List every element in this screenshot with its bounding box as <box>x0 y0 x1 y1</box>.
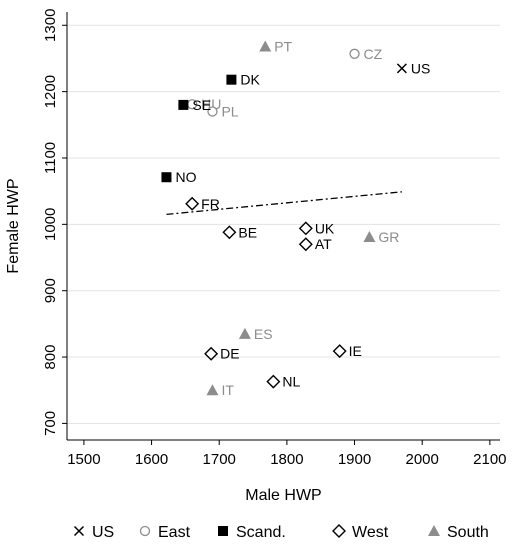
point-label: NO <box>175 169 196 185</box>
y-tick-label: 800 <box>42 345 59 370</box>
point-fr <box>185 196 200 211</box>
point-es <box>238 327 251 339</box>
x-tick-label: 1700 <box>203 451 236 468</box>
legend-marker-2 <box>218 526 228 536</box>
point-de <box>204 346 219 361</box>
point-label: IE <box>349 343 362 359</box>
point-label: CZ <box>364 46 383 62</box>
marker-stroke <box>73 525 85 537</box>
point-uk <box>298 221 313 236</box>
y-tick-label: 1200 <box>42 75 59 108</box>
legend-label: Scand. <box>236 524 286 541</box>
point-be <box>222 225 237 240</box>
legend-marker-0 <box>73 525 85 537</box>
point-label: GR <box>378 229 399 245</box>
x-tick-label: 1600 <box>135 451 168 468</box>
grid-lines <box>67 24 500 424</box>
point-gr <box>363 230 376 242</box>
legend-marker-4 <box>428 525 440 536</box>
legend-label: South <box>447 524 489 541</box>
marker-stroke <box>396 63 407 74</box>
point-pt <box>259 40 272 52</box>
point-dk <box>226 74 237 85</box>
x-tick-label: 2100 <box>473 451 506 468</box>
legend-label: US <box>92 524 114 541</box>
legend-label: West <box>352 524 389 541</box>
point-label: PT <box>274 39 292 55</box>
y-tick-label: 700 <box>42 411 59 436</box>
fit-line <box>166 191 402 216</box>
y-tick-label: 1100 <box>42 142 59 174</box>
legend-label: East <box>158 524 191 541</box>
point-at <box>298 237 313 252</box>
y-tick-label: 900 <box>42 278 59 303</box>
point-label: UK <box>315 220 335 236</box>
x-axis-title: Male HWP <box>245 487 321 504</box>
point-nl <box>266 374 281 389</box>
point-label: AT <box>315 236 332 252</box>
point-label: SE <box>192 97 211 113</box>
point-pl <box>207 106 218 117</box>
legend-marker-1 <box>139 525 151 537</box>
point-label: DK <box>240 72 260 88</box>
x-tick-label: 1900 <box>338 451 371 468</box>
point-label: PL <box>221 104 238 120</box>
x-tick-label: 1800 <box>270 451 303 468</box>
point-label: ES <box>254 326 273 342</box>
x-tick-label: 2000 <box>406 451 439 468</box>
point-cz <box>349 48 360 59</box>
fit-line-group <box>166 191 402 216</box>
point-se <box>178 99 189 110</box>
legend: US East Scand. West South <box>73 524 489 541</box>
x-tick-label: 1500 <box>67 451 100 468</box>
point-it <box>206 384 219 396</box>
axes: 1500 1600 1700 1800 1900 2000 2100 700 800 900 100… <box>42 9 507 468</box>
y-axis-title: Female HWP <box>5 178 22 273</box>
point-label: DE <box>220 346 239 362</box>
point-ie <box>332 344 347 359</box>
point-label: NL <box>282 374 300 390</box>
legend-marker-3 <box>332 524 346 538</box>
point-label: IT <box>221 382 234 398</box>
y-tick-label: 1300 <box>42 9 59 42</box>
y-tick-label: 1000 <box>42 208 59 241</box>
point-no <box>161 172 172 183</box>
point-us <box>396 63 407 74</box>
point-label: BE <box>238 224 257 240</box>
point-label: US <box>411 60 430 76</box>
point-label: FR <box>201 196 220 212</box>
